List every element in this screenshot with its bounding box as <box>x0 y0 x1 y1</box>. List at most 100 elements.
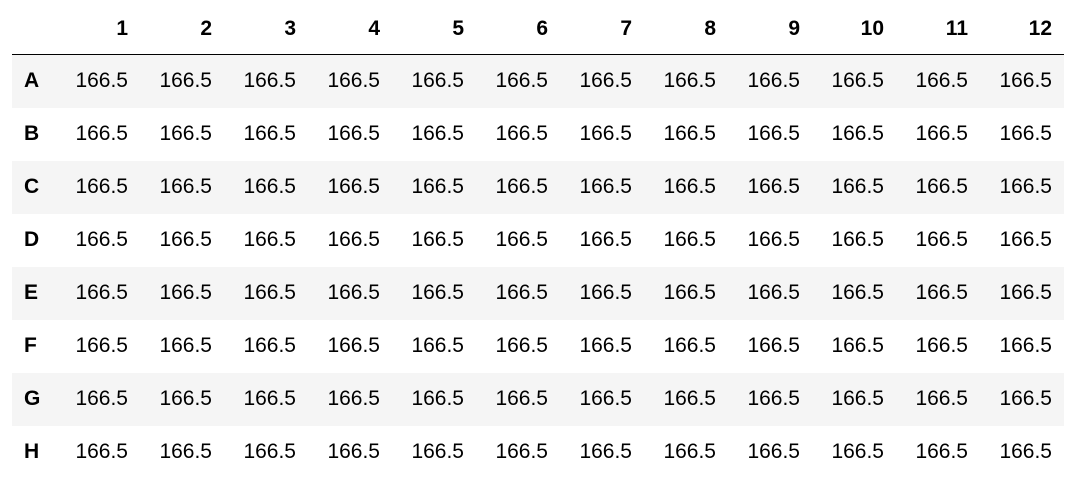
table-cell: 166.5 <box>495 334 548 357</box>
table-cell: 166.5 <box>579 122 632 145</box>
row-index-label: A <box>24 69 40 93</box>
table-cell: 166.5 <box>915 69 968 93</box>
table-cell: 166.5 <box>663 122 716 145</box>
table-cell: 166.5 <box>327 281 380 304</box>
table-cell: 166.5 <box>327 69 380 93</box>
column-header: 6 <box>476 4 560 55</box>
table-cell: 166.5 <box>159 387 212 410</box>
table-cell: 166.5 <box>747 334 800 357</box>
table-cell: 166.5 <box>915 122 968 145</box>
table-body: A 166.5 166.5 166.5 166.5 166.5 166.5 166.5 166.… <box>12 54 1064 479</box>
table-cell: 166.5 <box>159 175 212 198</box>
table-cell: 166.5 <box>999 281 1052 304</box>
table-cell: 166.5 <box>915 334 968 357</box>
column-header: 11 <box>896 4 980 55</box>
column-header: 12 <box>980 4 1064 55</box>
table-cell: 166.5 <box>831 69 884 93</box>
table-cell: 166.5 <box>159 334 212 357</box>
table-row: A 166.5 166.5 166.5 166.5 166.5 166.5 166.5 166.… <box>12 54 1064 108</box>
table-cell: 166.5 <box>495 175 548 198</box>
table-cell: 166.5 <box>75 440 128 463</box>
table-row: B 166.5 166.5 166.5 166.5 166.5 166.5 166.5 166.… <box>12 107 1064 161</box>
table-cell: 166.5 <box>243 122 296 145</box>
column-header: 1 <box>56 4 140 55</box>
table-cell: 166.5 <box>327 175 380 198</box>
column-header: 9 <box>728 4 812 55</box>
table-cell: 166.5 <box>159 281 212 304</box>
column-header: 8 <box>644 4 728 55</box>
table-cell: 166.5 <box>831 334 884 357</box>
table-cell: 166.5 <box>663 69 716 93</box>
table-cell: 166.5 <box>663 387 716 410</box>
table-cell: 166.5 <box>243 440 296 463</box>
table-cell: 166.5 <box>663 228 716 251</box>
table-cell: 166.5 <box>831 228 884 251</box>
table-cell: 166.5 <box>411 175 464 198</box>
table-cell: 166.5 <box>327 334 380 357</box>
table-cell: 166.5 <box>75 69 128 93</box>
index-corner-cell <box>12 4 56 55</box>
table-cell: 166.5 <box>747 387 800 410</box>
table-cell: 166.5 <box>747 69 800 93</box>
table-cell: 166.5 <box>411 228 464 251</box>
table-cell: 166.5 <box>999 122 1052 145</box>
table-cell: 166.5 <box>327 387 380 410</box>
column-header: 7 <box>560 4 644 55</box>
table-cell: 166.5 <box>159 122 212 145</box>
table-cell: 166.5 <box>495 440 548 463</box>
table-cell: 166.5 <box>663 175 716 198</box>
table-cell: 166.5 <box>831 387 884 410</box>
table-cell: 166.5 <box>243 334 296 357</box>
table-cell: 166.5 <box>747 281 800 304</box>
table-cell: 166.5 <box>327 122 380 145</box>
table-cell: 166.5 <box>831 175 884 198</box>
table-cell: 166.5 <box>579 69 632 93</box>
table-cell: 166.5 <box>831 440 884 463</box>
column-header: 5 <box>392 4 476 55</box>
table-row: D 166.5 166.5 166.5 166.5 166.5 166.5 166.5 166.… <box>12 213 1064 267</box>
table-cell: 166.5 <box>747 228 800 251</box>
table-cell: 166.5 <box>243 387 296 410</box>
column-header: 4 <box>308 4 392 55</box>
table-row: H 166.5 166.5 166.5 166.5 166.5 166.5 166.5 166.… <box>12 425 1064 479</box>
table-cell: 166.5 <box>579 334 632 357</box>
table-cell: 166.5 <box>999 440 1052 463</box>
table-cell: 166.5 <box>747 440 800 463</box>
table-cell: 166.5 <box>915 228 968 251</box>
table-cell: 166.5 <box>159 440 212 463</box>
table-cell: 166.5 <box>915 387 968 410</box>
dataframe-table: 1 2 3 4 5 6 7 8 9 10 11 12 A 166.5 166.5 166.5 166.5 166… <box>12 4 1064 479</box>
table-cell: 166.5 <box>495 281 548 304</box>
table-cell: 166.5 <box>411 122 464 145</box>
table-cell: 166.5 <box>411 387 464 410</box>
table-cell: 166.5 <box>495 69 548 93</box>
table-cell: 166.5 <box>579 228 632 251</box>
row-index-label: C <box>24 175 40 198</box>
header-row: 1 2 3 4 5 6 7 8 9 10 11 12 <box>12 4 1064 55</box>
table-cell: 166.5 <box>579 440 632 463</box>
table-cell: 166.5 <box>999 228 1052 251</box>
table-cell: 166.5 <box>243 281 296 304</box>
table-cell: 166.5 <box>999 69 1052 93</box>
table-cell: 166.5 <box>579 281 632 304</box>
table-header: 1 2 3 4 5 6 7 8 9 10 11 12 <box>12 4 1064 55</box>
table-cell: 166.5 <box>663 281 716 304</box>
dataframe-container: 1 2 3 4 5 6 7 8 9 10 11 12 A 166.5 166.5 166.5 166.5 166… <box>12 4 1064 479</box>
table-cell: 166.5 <box>75 387 128 410</box>
table-cell: 166.5 <box>915 281 968 304</box>
table-cell: 166.5 <box>999 387 1052 410</box>
table-cell: 166.5 <box>75 122 128 145</box>
table-cell: 166.5 <box>411 281 464 304</box>
table-cell: 166.5 <box>411 440 464 463</box>
table-cell: 166.5 <box>999 175 1052 198</box>
table-cell: 166.5 <box>915 440 968 463</box>
table-cell: 166.5 <box>327 440 380 463</box>
table-cell: 166.5 <box>663 440 716 463</box>
row-index-label: D <box>24 228 40 251</box>
row-index-label: H <box>24 440 40 463</box>
table-cell: 166.5 <box>831 281 884 304</box>
table-row: C 166.5 166.5 166.5 166.5 166.5 166.5 166.5 166.… <box>12 160 1064 214</box>
column-header: 10 <box>812 4 896 55</box>
table-cell: 166.5 <box>411 334 464 357</box>
table-cell: 166.5 <box>495 228 548 251</box>
